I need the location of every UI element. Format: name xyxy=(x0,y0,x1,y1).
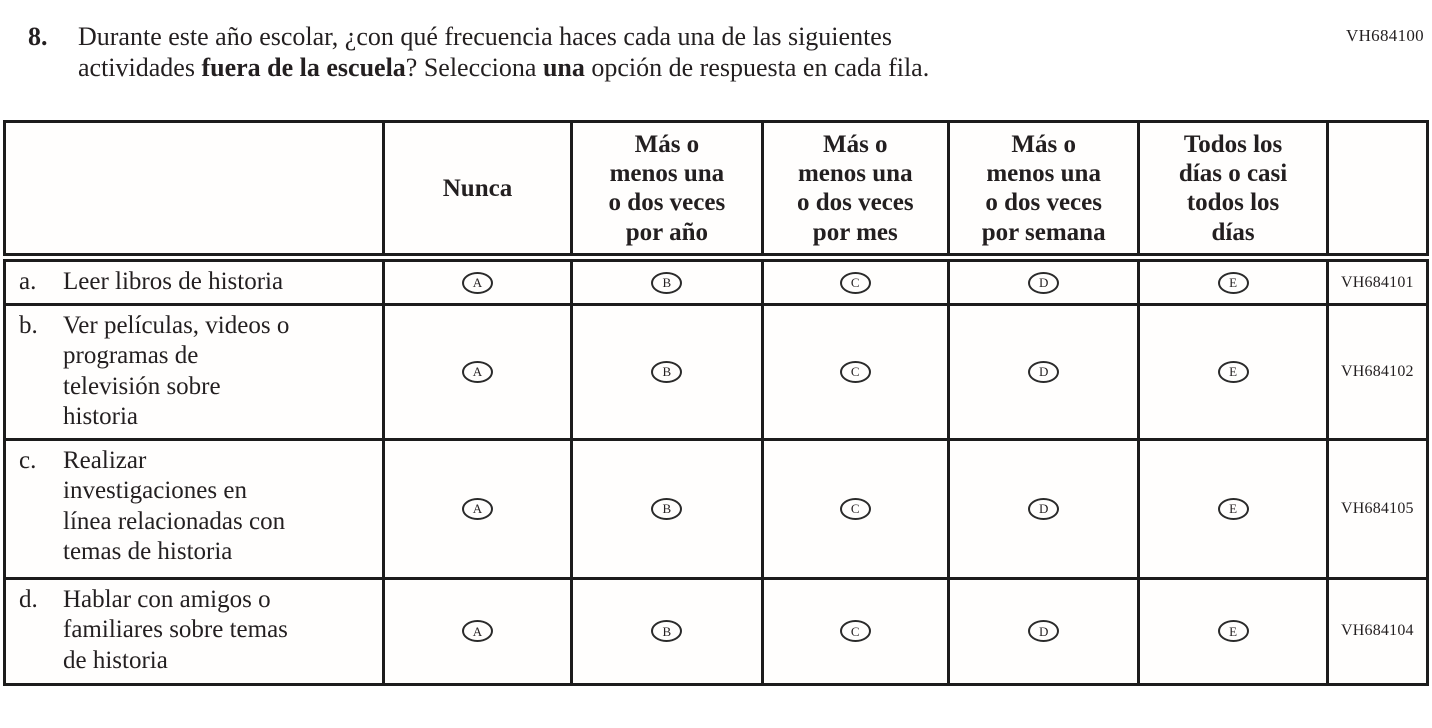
table-header-row: Nunca Más o menos una o dos veces por añ… xyxy=(3,120,1430,263)
answer-bubble-b-A[interactable]: A xyxy=(461,360,493,383)
bubble-cell: B xyxy=(570,576,764,686)
row-accession-code: VH684104 xyxy=(1325,576,1430,686)
row-letter: a. xyxy=(19,268,37,296)
answer-bubble-b-E[interactable]: E xyxy=(1217,360,1249,383)
row-label: Hablar con amigos o familiares sobre tem… xyxy=(63,585,288,674)
bubble-cell: C xyxy=(760,256,950,306)
row-label: Ver películas, videos o programas de tel… xyxy=(63,311,290,431)
question-line-2: actividades fuera de la escuela? Selecci… xyxy=(78,52,929,83)
header-nunca: Nunca xyxy=(381,120,574,263)
bubble-cell: B xyxy=(570,256,764,306)
answer-bubble-d-C[interactable]: C xyxy=(839,620,871,643)
answer-bubble-c-B[interactable]: B xyxy=(651,497,683,520)
header-code-blank xyxy=(1325,120,1430,263)
table-row-a: a. Leer libros de historia A B C D E VH6… xyxy=(3,256,1430,306)
bubble-cell: C xyxy=(760,437,950,580)
bubble-cell: A xyxy=(381,437,574,580)
activity-cell: d. Hablar con amigos o familiares sobre … xyxy=(3,576,385,686)
bubble-cell: D xyxy=(946,256,1141,306)
header-por-ano: Más o menos una o dos veces por año xyxy=(570,120,764,263)
row-label: Leer libros de historia xyxy=(63,268,284,296)
answer-bubble-a-D[interactable]: D xyxy=(1028,271,1060,294)
answer-bubble-a-B[interactable]: B xyxy=(651,271,683,294)
question-segment: Durante este año escolar, ¿con qué frecu… xyxy=(78,22,892,51)
table-row-b: b. Ver películas, videos o programas de … xyxy=(3,302,1430,441)
row-letter: c. xyxy=(19,446,37,474)
bubble-cell: E xyxy=(1137,256,1329,306)
answer-bubble-c-C[interactable]: C xyxy=(839,497,871,520)
header-por-semana: Más o menos una o dos veces por semana xyxy=(946,120,1141,263)
answer-bubble-a-A[interactable]: A xyxy=(461,271,493,294)
activity-cell: c. Realizar investigaciones en línea rel… xyxy=(3,437,385,580)
answer-bubble-b-C[interactable]: C xyxy=(839,360,871,383)
answer-bubble-a-E[interactable]: E xyxy=(1217,271,1249,294)
bubble-cell: C xyxy=(760,302,950,441)
header-por-mes: Más o menos una o dos veces por mes xyxy=(760,120,950,263)
activity-cell: a. Leer libros de historia xyxy=(3,256,385,306)
answer-bubble-d-B[interactable]: B xyxy=(651,620,683,643)
header-todos-los-dias: Todos los días o casi todos los días xyxy=(1137,120,1329,263)
table-row-c: c. Realizar investigaciones en línea rel… xyxy=(3,437,1430,580)
question-segment: ? Selecciona xyxy=(405,53,543,83)
table-row-d: d. Hablar con amigos o familiares sobre … xyxy=(3,576,1430,686)
bubble-cell: A xyxy=(381,256,574,306)
answer-bubble-c-A[interactable]: A xyxy=(461,497,493,520)
question-line-1: Durante este año escolar, ¿con qué frecu… xyxy=(78,21,929,52)
question-segment-bold: una xyxy=(542,53,585,83)
answer-bubble-b-B[interactable]: B xyxy=(651,360,683,383)
bubble-cell: A xyxy=(381,302,574,441)
survey-page: { "page_code": "VH684100", "question": {… xyxy=(0,21,1432,728)
bubble-cell: B xyxy=(570,437,764,580)
bubble-cell: A xyxy=(381,576,574,686)
answer-bubble-b-D[interactable]: D xyxy=(1028,360,1060,383)
bubble-cell: D xyxy=(946,437,1141,580)
answer-bubble-d-E[interactable]: E xyxy=(1217,620,1249,643)
row-letter: b. xyxy=(19,311,38,339)
question-segment: actividades xyxy=(78,53,202,83)
answer-bubble-d-D[interactable]: D xyxy=(1028,620,1060,643)
question-segment: opción de respuesta en cada fila. xyxy=(584,53,930,83)
header-activity-blank xyxy=(3,120,385,263)
row-accession-code: VH684101 xyxy=(1325,256,1430,306)
bubble-cell: D xyxy=(946,302,1141,441)
question-text: Durante este año escolar, ¿con qué frecu… xyxy=(78,21,929,83)
bubble-cell: E xyxy=(1137,576,1329,686)
bubble-cell: E xyxy=(1137,437,1329,580)
bubble-cell: B xyxy=(570,302,764,441)
frequency-matrix-table: Nunca Más o menos una o dos veces por añ… xyxy=(3,120,1430,686)
answer-bubble-c-D[interactable]: D xyxy=(1028,497,1060,520)
answer-bubble-a-C[interactable]: C xyxy=(839,271,871,294)
bubble-cell: E xyxy=(1137,302,1329,441)
page-accession-code: VH684100 xyxy=(1346,26,1424,45)
activity-cell: b. Ver películas, videos o programas de … xyxy=(3,302,385,441)
answer-bubble-c-E[interactable]: E xyxy=(1217,497,1249,520)
answer-bubble-d-A[interactable]: A xyxy=(461,620,493,643)
question-block: 8. Durante este año escolar, ¿con qué fr… xyxy=(28,21,1432,83)
row-letter: d. xyxy=(19,585,38,613)
question-segment-bold: fuera de la escuela xyxy=(201,53,406,83)
bubble-cell: D xyxy=(946,576,1141,686)
question-number: 8. xyxy=(28,22,48,51)
row-label: Realizar investigaciones en línea relaci… xyxy=(63,446,286,566)
bubble-cell: C xyxy=(760,576,950,686)
row-accession-code: VH684105 xyxy=(1325,437,1430,580)
row-accession-code: VH684102 xyxy=(1325,302,1430,441)
